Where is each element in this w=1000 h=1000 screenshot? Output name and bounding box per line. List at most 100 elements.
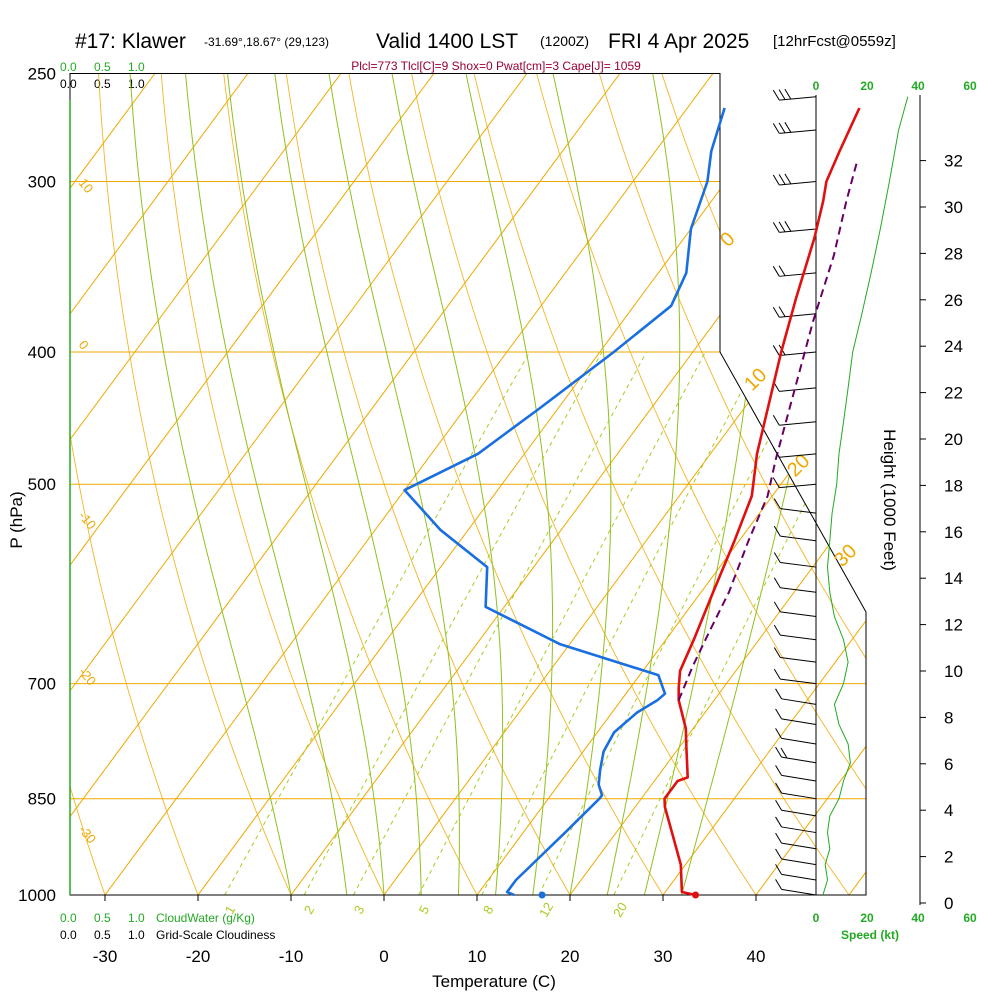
background-grid [70, 49, 1000, 924]
pressure-tick-label: 1000 [18, 886, 56, 905]
speed-tick-bottom: 60 [963, 911, 977, 925]
dry-adiabat [96, 73, 305, 895]
speed-tick-top: 40 [911, 79, 925, 93]
temp-tick-label: -10 [279, 947, 304, 966]
wind-panel [772, 88, 909, 896]
mixing-ratio-label: 5 [416, 903, 433, 917]
wind-barb [775, 728, 817, 745]
bottom-green-scale-1: 0.5 [94, 911, 111, 925]
mixing-ratio-label: 12 [536, 900, 556, 920]
bottom-black-scale-2: 1.0 [128, 928, 145, 942]
dry-adiabat [70, 73, 211, 895]
dry-adiabat [529, 73, 866, 895]
top-green-scale-0: 0.0 [60, 60, 77, 74]
height-tick-label: 32 [944, 152, 963, 171]
speed-tick-top: 20 [860, 79, 874, 93]
mixing-ratio-line [352, 351, 647, 895]
temp-tick-label: 0 [379, 947, 388, 966]
isotherm [197, 73, 807, 895]
isotherm [848, 73, 866, 895]
isotherm-label-left: 0 [76, 337, 92, 352]
dewpoint-line [403, 107, 726, 897]
height-tick-label: 24 [944, 337, 963, 356]
speed-tick-top: 0 [813, 79, 820, 93]
pressure-tick-label: 850 [28, 790, 56, 809]
wind-barb [775, 848, 817, 866]
height-tick-label: 22 [944, 384, 963, 403]
height-tick-label: 8 [944, 708, 953, 727]
speed-axis-title: Speed (kt) [841, 928, 899, 942]
moist-adiabat [460, 73, 554, 895]
moist-adiabat [643, 73, 763, 895]
height-tick-label: 18 [944, 476, 963, 495]
speed-tick-bottom: 20 [860, 911, 874, 925]
height-tick-label: 0 [944, 894, 953, 913]
mixing-ratio-line [481, 351, 763, 895]
profile-series [403, 107, 861, 899]
pressure-tick-label: 250 [28, 64, 56, 83]
moist-adiabat [183, 73, 348, 895]
speed-tick-bottom: 40 [911, 911, 925, 925]
bottom-green-scale-2: 1.0 [128, 911, 145, 925]
cloudwater-label: CloudWater (g/Kg) [156, 911, 255, 925]
parcel-line [677, 161, 859, 701]
height-tick-label: 28 [944, 244, 963, 263]
wind-barb [775, 746, 817, 764]
isotherm [476, 73, 866, 895]
surface-temperature-marker [692, 891, 700, 899]
top-black-scale-1: 0.5 [94, 77, 111, 91]
moist-adiabat [606, 73, 681, 895]
wind-barb [772, 414, 817, 426]
dry-adiabat [963, 49, 1000, 924]
valid-date: FRI 4 Apr 2025 [608, 30, 749, 53]
isotherm-label: 10 [740, 364, 771, 395]
height-tick-label: 30 [944, 198, 963, 217]
mixing-ratio-label: 3 [351, 903, 368, 917]
isotherm-label-left: -10 [76, 508, 100, 532]
wind-barb [775, 782, 817, 800]
dry-adiabat [406, 73, 776, 895]
valid-zulu: (1200Z) [540, 33, 589, 49]
mixing-ratio-line [613, 351, 866, 895]
top-black-scale-0: 0.0 [60, 77, 77, 91]
mixing-ratio-label: 2 [301, 903, 318, 917]
isotherm [70, 73, 249, 895]
wind-barb [772, 122, 817, 134]
pressure-tick-label: 300 [28, 173, 56, 192]
height-tick-label: 12 [944, 616, 963, 635]
wind-barb [775, 879, 817, 896]
isotherm [70, 73, 621, 895]
isotherm-label-left: -20 [76, 664, 100, 688]
mixing-ratio-line [538, 351, 815, 895]
wind-speed-line [822, 96, 909, 896]
temp-tick-label: 30 [654, 947, 673, 966]
mixing-ratio-line [418, 351, 706, 895]
dry-adiabat [158, 73, 399, 895]
height-tick-label: 16 [944, 523, 963, 542]
isotherm [70, 73, 435, 895]
wind-barb [773, 668, 817, 685]
wind-barb [775, 864, 817, 881]
cloudiness-label: Grid-Scale Cloudiness [156, 928, 275, 942]
surface-dewpoint-marker [538, 891, 546, 899]
isotherm [70, 73, 528, 895]
mixing-ratio-label: 20 [610, 900, 630, 920]
wind-barb [773, 577, 817, 593]
mixing-ratio-line [303, 351, 603, 895]
dry-adiabat [591, 73, 866, 895]
dry-adiabat [220, 73, 493, 895]
wind-barb [772, 221, 817, 233]
bottom-black-scale-0: 0.0 [60, 928, 77, 942]
temp-tick-label: -30 [93, 947, 118, 966]
mixing-ratio-line [224, 351, 531, 895]
top-black-scale-2: 1.0 [128, 77, 145, 91]
isotherm [755, 73, 866, 895]
top-cloud-legend: 0.0 0.5 1.0 0.0 0.5 1.0 [60, 60, 145, 91]
mixing-ratio-label: 8 [480, 903, 497, 917]
pressure-tick-label: 700 [28, 675, 56, 694]
speed-tick-bottom: 0 [813, 911, 820, 925]
x-axis-title: Temperature (C) [432, 972, 556, 991]
height-tick-label: 10 [944, 662, 963, 681]
height-tick-label: 4 [944, 801, 953, 820]
